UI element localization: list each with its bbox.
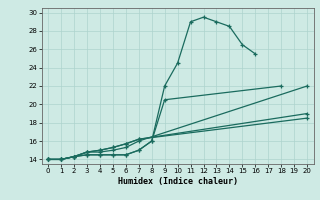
X-axis label: Humidex (Indice chaleur): Humidex (Indice chaleur) — [118, 177, 237, 186]
